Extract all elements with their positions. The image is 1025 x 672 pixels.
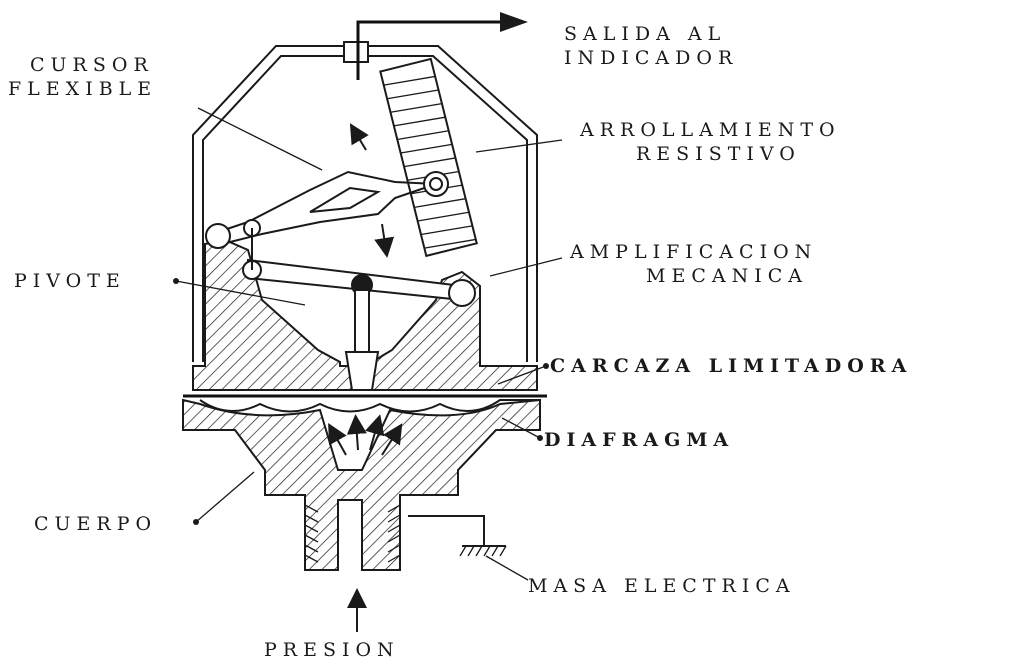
output-terminal — [343, 12, 528, 80]
label-flexible: FLEXIBLE — [8, 78, 157, 100]
label-amplificacion: AMPLIFICACION — [569, 241, 817, 263]
flexible-cursor — [217, 170, 449, 245]
label-cursor: CURSOR — [30, 54, 154, 76]
label-salida-al: SALIDA AL — [564, 23, 726, 45]
label-indicador: INDICADOR — [564, 47, 738, 69]
leader-lines — [175, 107, 563, 581]
motion-arrows — [328, 123, 403, 456]
diaphragm — [183, 394, 547, 413]
label-mecanica: MECANICA — [646, 265, 808, 287]
electrical-ground-symbol — [408, 515, 507, 557]
sensor-body — [182, 398, 541, 571]
resistive-winding — [379, 57, 478, 258]
label-carcaza-limitadora: CARCAZA LIMITADORA — [550, 355, 912, 377]
label-presion: PRESION — [264, 639, 400, 661]
label-resistivo: RESISTIVO — [636, 143, 801, 165]
label-masa-electrica: MASA ELECTRICA — [528, 575, 796, 597]
label-arrollamiento: ARROLLAMIENTO — [579, 119, 841, 141]
label-diafragma: DIAFRAGMA — [544, 429, 734, 451]
mechanical-amplification — [205, 219, 476, 391]
label-cuerpo: CUERPO — [34, 513, 157, 535]
leader-dots — [173, 278, 549, 525]
label-pivote: PIVOTE — [14, 270, 126, 292]
